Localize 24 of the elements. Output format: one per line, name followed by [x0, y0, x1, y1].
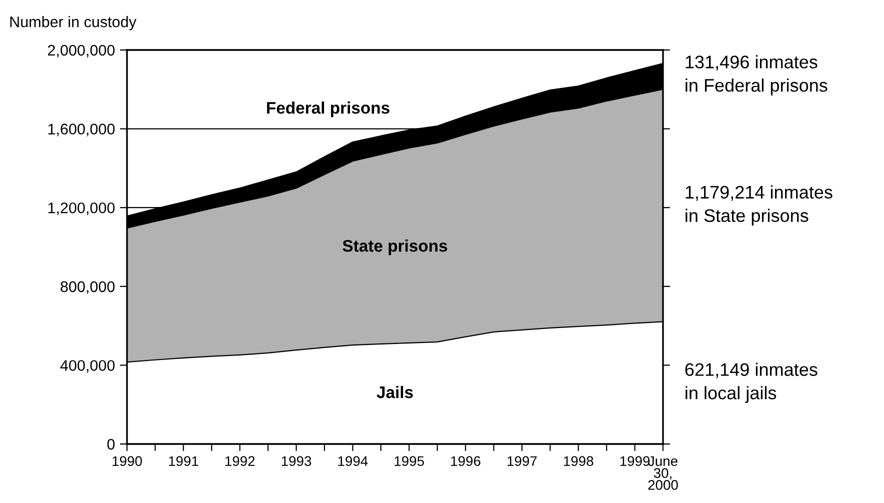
- x-tick-label: 1994: [338, 456, 368, 466]
- series-label: State prisons: [342, 240, 448, 256]
- y-tick-label: 1,200,000: [48, 202, 115, 216]
- text: 621,149 inmates in local jails: [685, 362, 818, 403]
- x-tick-label: 1998: [564, 456, 594, 466]
- y-tick-label: 800,000: [60, 281, 115, 294]
- y-tick-label: 400,000: [60, 360, 115, 373]
- x-tick-label: 1992: [225, 456, 255, 466]
- x-tick-label: 1990: [112, 456, 142, 466]
- y-tick-label: 1,600,000: [48, 124, 115, 136]
- x-tick-label: 1997: [508, 456, 537, 466]
- y-tick-label: 2,000,000: [48, 44, 115, 58]
- x-tick-label: 1991: [169, 456, 198, 466]
- x-tick-label: 1993: [282, 456, 312, 466]
- y-tick-label: 0: [107, 438, 115, 450]
- x-tick-label: June 30, 2000: [648, 456, 678, 490]
- x-tick-label: 1995: [394, 456, 424, 466]
- series-label: Jails: [376, 386, 413, 398]
- series-label: Federal prisons: [267, 102, 390, 118]
- x-tick-label: 1996: [451, 456, 480, 466]
- text: 1,179,214 inmates in State prisons: [686, 185, 832, 226]
- x-tick-label: 1999: [620, 456, 650, 466]
- y-axis-title: Number in custody: [10, 16, 136, 30]
- text: 131,496 inmates in Federal prisons: [686, 55, 828, 96]
